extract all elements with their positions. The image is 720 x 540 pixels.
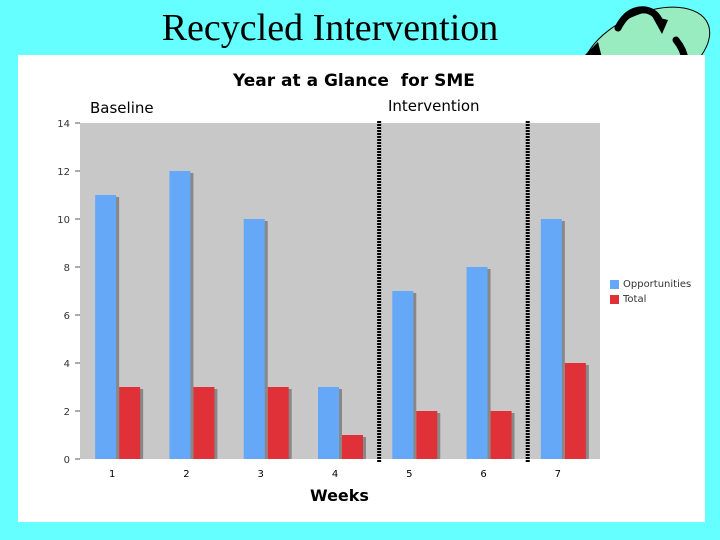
bar-total-week-5 — [416, 411, 438, 459]
bar-total-week-4 — [342, 435, 363, 459]
phase-label-intervention: Intervention — [388, 97, 480, 115]
bar-total-week-1 — [119, 387, 141, 459]
bar-opportunities-week-7 — [540, 219, 562, 459]
bar-total-week-7 — [564, 363, 586, 459]
bars — [95, 171, 589, 459]
bar-opportunities-week-4 — [318, 387, 339, 459]
x-tick-label: 6 — [480, 469, 486, 480]
y-tick-label: 6 — [64, 311, 70, 322]
chart-title: Year at a Glance for SME — [233, 71, 475, 91]
x-tick-label: 2 — [183, 469, 189, 480]
legend-swatch-opportunities — [610, 280, 619, 289]
legend-label-opportunities: Opportunities — [623, 279, 692, 290]
bar-opportunities-week-3 — [243, 219, 265, 459]
y-axis-ticks: 0 2 4 6 8 10 12 14 — [57, 119, 80, 466]
phase-lines — [377, 121, 530, 463]
bar-opportunities-week-2 — [169, 171, 191, 459]
legend-label-total: Total — [623, 294, 647, 305]
bar-total-week-2 — [193, 387, 215, 459]
legend: Opportunities Total — [610, 277, 691, 307]
y-tick-label: 14 — [57, 119, 70, 130]
y-tick-label: 0 — [64, 455, 70, 466]
x-tick-label: 5 — [406, 469, 412, 480]
legend-item-total: Total — [610, 292, 691, 307]
slide-title: Recycled Intervention — [161, 7, 499, 49]
legend-swatch-total — [610, 295, 619, 304]
y-tick-label: 2 — [64, 407, 70, 418]
y-tick-label: 12 — [57, 167, 70, 178]
bar-opportunities-week-1 — [95, 195, 117, 459]
bar-total-week-6 — [490, 411, 512, 459]
x-tick-label: 3 — [258, 469, 264, 480]
y-tick-label: 10 — [57, 215, 70, 226]
x-axis-label: Weeks — [310, 486, 369, 505]
y-tick-label: 4 — [64, 359, 70, 370]
phase-label-baseline: Baseline — [90, 99, 154, 117]
y-tick-label: 8 — [64, 263, 70, 274]
x-tick-label: 4 — [332, 469, 338, 480]
x-axis-ticks: 1 2 3 4 5 6 7 — [109, 469, 561, 480]
x-tick-label: 1 — [109, 469, 115, 480]
bar-opportunities-week-6 — [466, 267, 488, 459]
bar-opportunities-week-5 — [392, 291, 414, 459]
bar-total-week-3 — [267, 387, 289, 459]
x-tick-label: 7 — [555, 469, 561, 480]
legend-item-opportunities: Opportunities — [610, 277, 691, 292]
